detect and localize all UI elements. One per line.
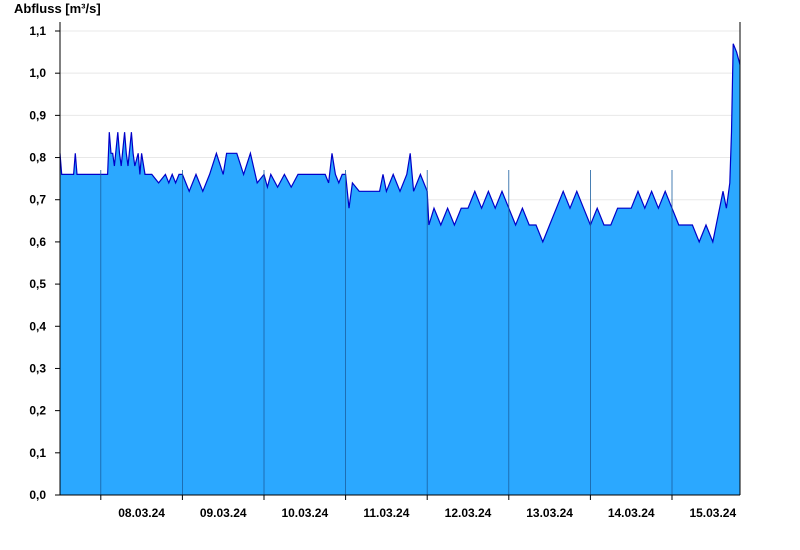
y-tick-label: 1,1 — [29, 24, 46, 38]
y-tick-label: 1,0 — [29, 66, 46, 80]
x-tick-label: 12.03.24 — [445, 506, 492, 520]
plot-area — [59, 43, 741, 495]
discharge-area — [60, 43, 740, 495]
y-tick-label: 0,5 — [29, 277, 46, 291]
discharge-line — [59, 43, 741, 244]
y-tick-label: 0,0 — [29, 488, 46, 502]
y-tick-label: 0,6 — [29, 235, 46, 249]
y-tick-label: 0,1 — [29, 446, 46, 460]
y-tick-label: 0,3 — [29, 361, 46, 375]
y-tick-label: 0,8 — [29, 151, 46, 165]
x-tick-label: 15.03.24 — [689, 506, 736, 520]
x-tick-label: 13.03.24 — [526, 506, 573, 520]
x-tick-label: 10.03.24 — [281, 506, 328, 520]
axes — [59, 22, 741, 496]
y-axis-ticks: 0,0 0,1 0,2 0,3 0,4 0,5 0,6 0,7 0,8 0,9 1,0 1,1 — [29, 24, 60, 502]
x-tick-label: 08.03.24 — [118, 506, 165, 520]
y-tick-label: 0,7 — [29, 193, 46, 207]
y-tick-label: 0,9 — [29, 108, 46, 122]
x-axis-ticks: 08.03.24 09.03.24 10.03.24 11.03.24 12.03.24… — [100, 495, 736, 520]
x-tick-label: 09.03.24 — [200, 506, 247, 520]
x-tick-label: 14.03.24 — [608, 506, 655, 520]
x-tick-label: 11.03.24 — [363, 506, 409, 520]
y-tick-label: 0,2 — [29, 404, 46, 418]
y-axis-title: Abfluss [m³/s] — [14, 1, 101, 16]
day-separator-lines — [100, 170, 673, 495]
y-tick-label: 0,4 — [29, 319, 46, 333]
